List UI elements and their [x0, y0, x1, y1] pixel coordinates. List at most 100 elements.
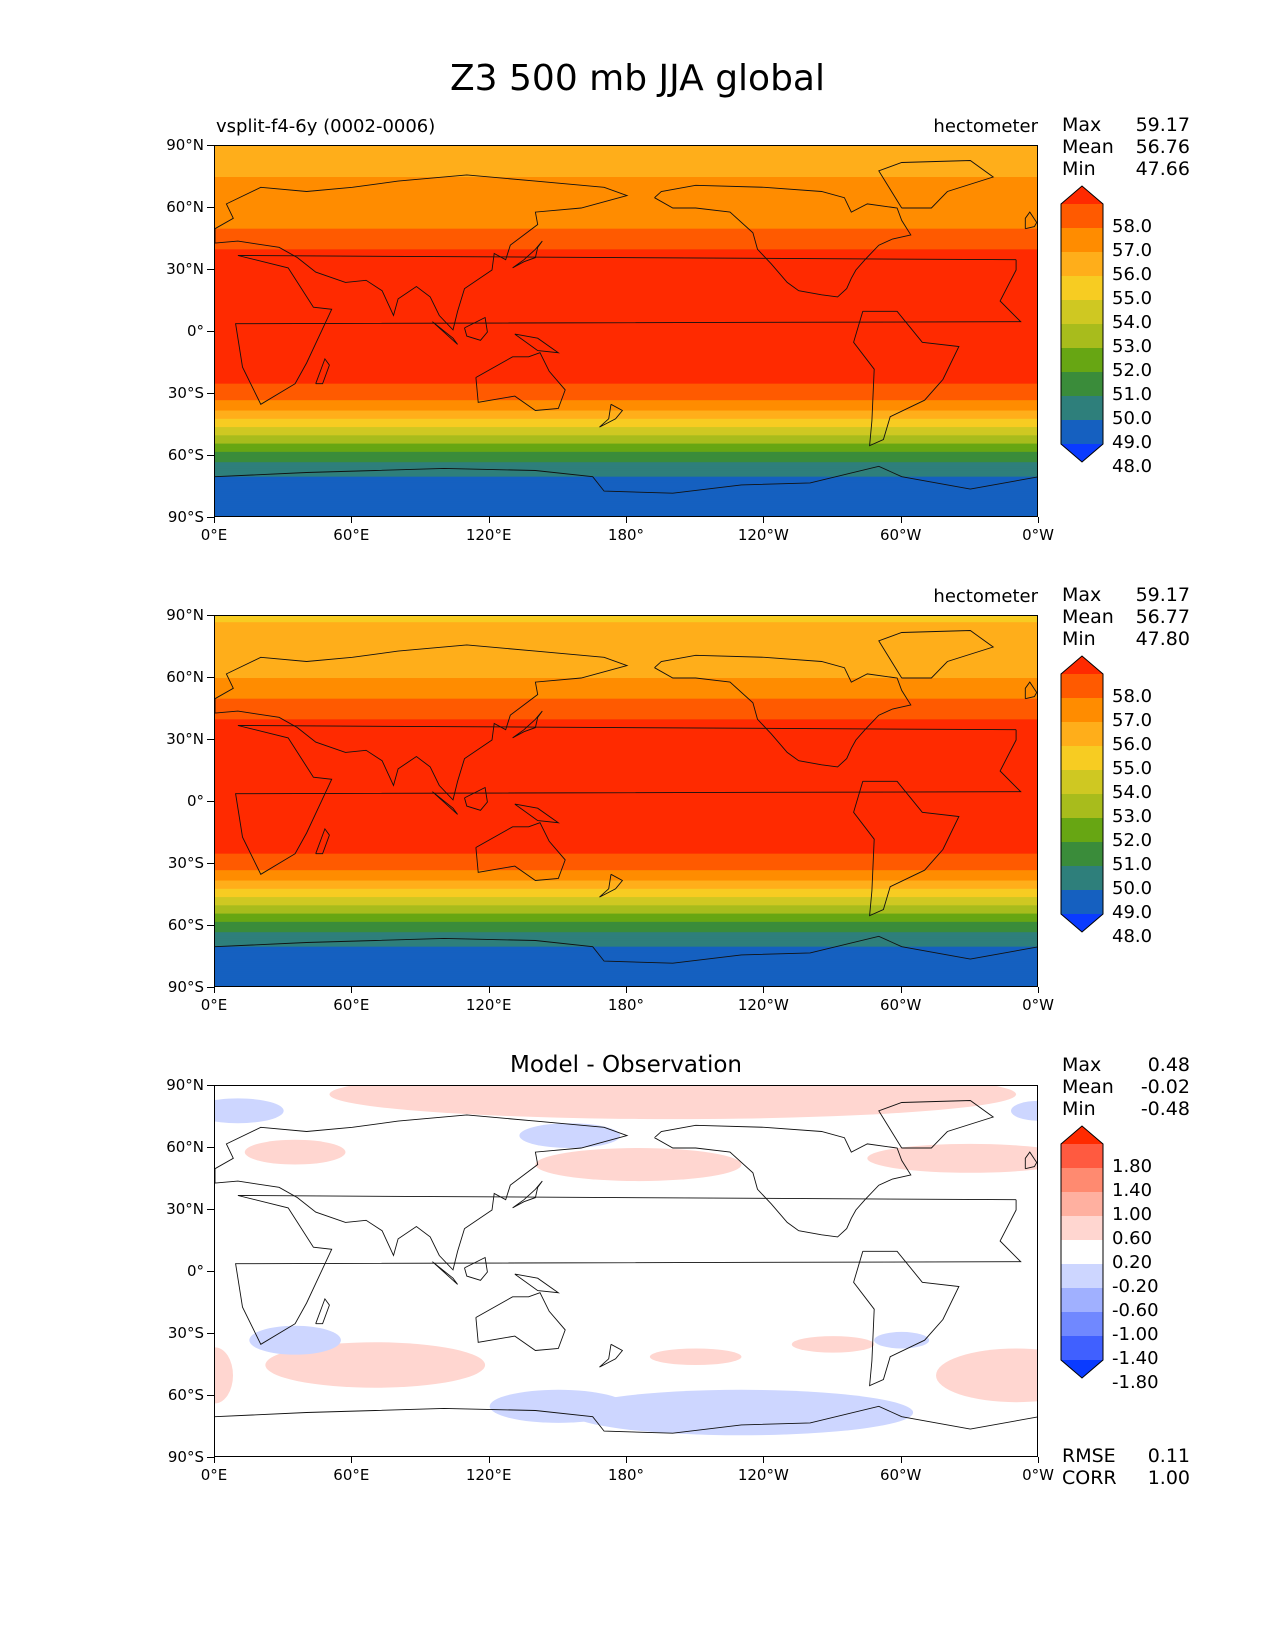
- y-tick-label: 0°: [186, 1262, 204, 1280]
- contour-band: [215, 270, 1037, 273]
- coastline: [599, 1343, 624, 1368]
- contour-band: [215, 340, 1037, 343]
- contour-band: [215, 338, 1037, 341]
- contour-band: [215, 706, 1037, 710]
- y-tick: [207, 145, 214, 146]
- colorbar-segment: [1061, 396, 1103, 420]
- contour-band: [215, 754, 1037, 758]
- contour-band: [215, 150, 1037, 153]
- contour-band: [215, 851, 1037, 855]
- stat-max-value: 59.17: [1135, 584, 1190, 606]
- contour-band: [215, 750, 1037, 753]
- colorbar-label: -0.20: [1112, 1276, 1159, 1297]
- contour-band: [215, 651, 1037, 654]
- colorbar-segment: [1061, 674, 1103, 698]
- map-area: [214, 145, 1038, 517]
- contour-band: [215, 826, 1037, 830]
- contour-band: [215, 758, 1037, 762]
- x-tick: [488, 987, 490, 993]
- contour-band: [215, 385, 1037, 389]
- contour-band: [215, 859, 1037, 863]
- negative-anomaly: [874, 1331, 930, 1349]
- colorbar-segment: [1061, 1264, 1103, 1288]
- contour-band: [215, 497, 1037, 500]
- contour-band: [215, 418, 1037, 422]
- contour-band: [215, 408, 1037, 412]
- contour-band: [215, 841, 1037, 844]
- coastline: [464, 316, 488, 341]
- contour-band: [215, 822, 1037, 826]
- contour-band: [215, 168, 1037, 172]
- contour-band: [215, 367, 1037, 370]
- x-tick-label: 60°E: [333, 526, 370, 544]
- contour-band: [215, 845, 1037, 849]
- y-tick: [207, 517, 214, 518]
- colorbar-segment: [1061, 252, 1103, 276]
- contour-band: [215, 160, 1037, 164]
- stat-max-label: Max: [1062, 1054, 1102, 1076]
- x-tick-label: 0°W: [1022, 1466, 1054, 1484]
- y-tick-label: 30°N: [166, 730, 204, 748]
- colorbar-segment: [1061, 348, 1103, 372]
- panel-subtitle-left: vsplit-f4-6y (0002-0006): [216, 116, 436, 137]
- coastline: [514, 803, 560, 824]
- y-tick-label: 90°S: [167, 508, 204, 526]
- colorbar-segment: [1061, 1192, 1103, 1216]
- colorbar-segment: [1061, 818, 1103, 842]
- x-tick-label: 120°E: [465, 1466, 512, 1484]
- contour-band: [215, 675, 1037, 679]
- contour-band: [215, 327, 1037, 331]
- contour-band: [215, 818, 1037, 822]
- contour-band: [215, 876, 1037, 880]
- contour-band: [215, 350, 1037, 354]
- x-tick-label: 120°W: [737, 1466, 789, 1484]
- contour-band: [215, 713, 1037, 716]
- contour-band: [215, 280, 1037, 283]
- contour-band: [215, 977, 1037, 981]
- contour-band: [215, 979, 1037, 983]
- contour-band: [215, 247, 1037, 250]
- contour-band: [215, 284, 1037, 288]
- rmse-label: RMSE: [1062, 1445, 1116, 1467]
- contour-band: [215, 255, 1037, 259]
- coastline: [215, 465, 1037, 494]
- x-tick-label: 180°: [607, 526, 645, 544]
- x-tick: [351, 1457, 353, 1463]
- contour-band: [215, 456, 1037, 459]
- contour-band: [215, 644, 1037, 648]
- contour-band: [215, 802, 1037, 805]
- contour-band: [215, 416, 1037, 420]
- x-tick: [1038, 987, 1039, 993]
- coastline: [599, 403, 624, 428]
- contour-band: [215, 618, 1037, 621]
- contour-band: [215, 356, 1037, 360]
- contour-band: [215, 216, 1037, 219]
- contour-band: [215, 744, 1037, 747]
- contour-band: [215, 760, 1037, 764]
- contour-band: [215, 897, 1037, 900]
- stat-min-label: Min: [1062, 1098, 1096, 1120]
- contour-band: [215, 804, 1037, 807]
- contour-band: [215, 723, 1037, 727]
- panel-observation: hectometer Max 59.17 Mean 56.77 Min 47.80 9…: [0, 580, 1275, 1040]
- contour-band: [215, 406, 1037, 410]
- contour-band: [215, 334, 1037, 337]
- contour-band: [215, 493, 1037, 496]
- contour-band: [215, 276, 1037, 279]
- contour-band: [215, 963, 1037, 966]
- colorbar-segment: [1061, 276, 1103, 300]
- y-tick: [207, 269, 214, 270]
- negative-anomaly: [249, 1325, 341, 1355]
- contour-band: [215, 228, 1037, 232]
- contour-band: [215, 868, 1037, 871]
- contour-band: [215, 946, 1037, 950]
- contour-band: [215, 950, 1037, 954]
- colorbar-label: 1.00: [1112, 1204, 1153, 1225]
- coastline: [1024, 211, 1037, 230]
- colorbar-label: 51.0: [1112, 854, 1153, 875]
- colorbar-segment: [1061, 1312, 1103, 1336]
- contour-band: [215, 775, 1037, 778]
- colorbar-segment: [1061, 746, 1103, 770]
- contour-band: [215, 680, 1037, 683]
- contour-band: [215, 325, 1037, 329]
